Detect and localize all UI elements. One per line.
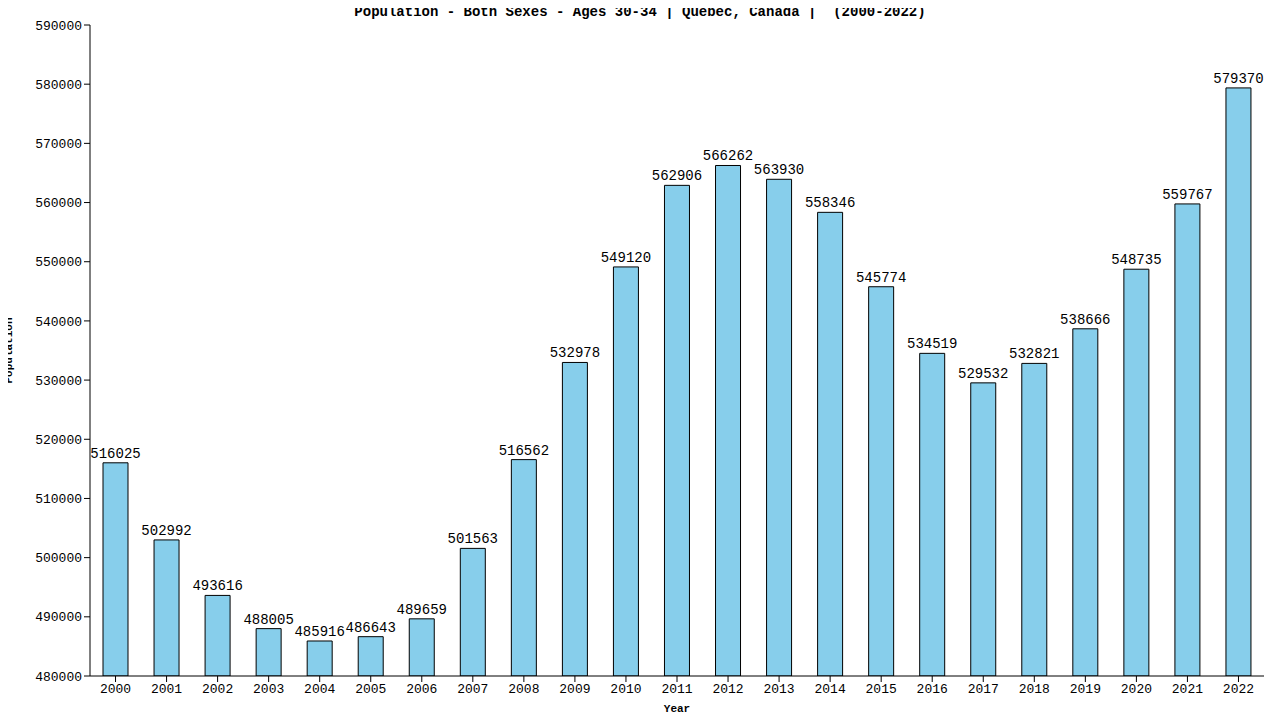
svg-text:2022: 2022 [1223,682,1254,697]
svg-text:2008: 2008 [508,682,539,697]
svg-text:Population: Population [8,317,15,383]
svg-text:2006: 2006 [406,682,437,697]
svg-text:2000: 2000 [100,682,131,697]
svg-text:549120: 549120 [601,250,651,266]
svg-text:2001: 2001 [151,682,182,697]
svg-text:562906: 562906 [652,168,702,184]
svg-text:2013: 2013 [763,682,794,697]
svg-text:501563: 501563 [448,531,498,547]
svg-text:566262: 566262 [703,148,753,164]
svg-text:545774: 545774 [856,270,906,286]
svg-text:2007: 2007 [457,682,488,697]
svg-text:2015: 2015 [866,682,897,697]
svg-text:488005: 488005 [243,612,293,628]
html-text:Population - Both Sexes - Ages: Population - Both Sexes - Ages 30-34 | Q… [354,4,926,20]
svg-text:2010: 2010 [610,682,641,697]
svg-text:540000: 540000 [35,315,82,330]
svg-text:570000: 570000 [35,137,82,152]
svg-text:532978: 532978 [550,345,600,361]
svg-text:538666: 538666 [1060,312,1110,328]
svg-text:529532: 529532 [958,366,1008,382]
svg-text:Year: Year [664,703,690,712]
svg-text:590000: 590000 [35,19,82,34]
svg-text:480000: 480000 [35,670,82,685]
svg-text:2004: 2004 [304,682,335,697]
svg-text:2020: 2020 [1121,682,1152,697]
svg-text:2005: 2005 [355,682,386,697]
svg-text:2014: 2014 [815,682,846,697]
svg-text:534519: 534519 [907,336,957,352]
svg-text:502992: 502992 [141,523,191,539]
svg-text:2021: 2021 [1172,682,1203,697]
svg-text:580000: 580000 [35,78,82,93]
svg-text:2002: 2002 [202,682,233,697]
svg-text:485916: 485916 [294,624,344,640]
svg-text:532821: 532821 [1009,346,1059,362]
svg-text:2019: 2019 [1070,682,1101,697]
svg-text:2016: 2016 [917,682,948,697]
svg-text:548735: 548735 [1111,252,1161,268]
svg-text:579370: 579370 [1213,71,1263,87]
svg-text:493616: 493616 [192,578,242,594]
svg-text:2012: 2012 [712,682,743,697]
svg-text:2017: 2017 [968,682,999,697]
svg-text:2011: 2011 [661,682,692,697]
svg-text:560000: 560000 [35,196,82,211]
svg-text:516025: 516025 [90,446,140,462]
svg-text:486643: 486643 [346,620,396,636]
svg-text:489659: 489659 [397,602,447,618]
svg-text:550000: 550000 [35,255,82,270]
svg-text:520000: 520000 [35,433,82,448]
svg-text:2009: 2009 [559,682,590,697]
svg-text:563930: 563930 [754,162,804,178]
svg-text:558346: 558346 [805,195,855,211]
svg-text:510000: 510000 [35,492,82,507]
svg-text:530000: 530000 [35,374,82,389]
svg-text:2018: 2018 [1019,682,1050,697]
svg-text:559767: 559767 [1162,187,1212,203]
svg-text:2003: 2003 [253,682,284,697]
svg-text:490000: 490000 [35,610,82,625]
svg-text:516562: 516562 [499,443,549,459]
svg-text:500000: 500000 [35,551,82,566]
